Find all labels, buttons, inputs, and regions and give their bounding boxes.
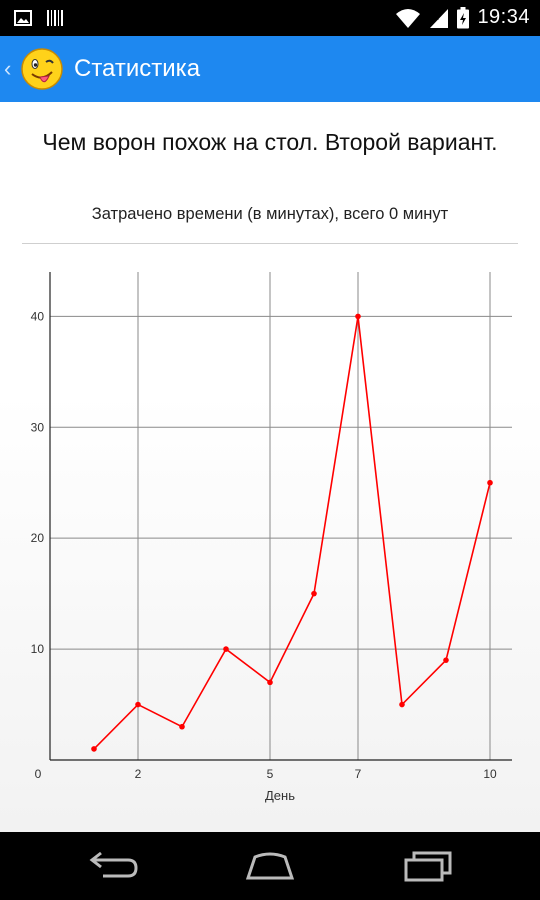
x-tick-label: 5: [267, 767, 274, 781]
series-line: [93, 316, 491, 750]
data-point: [355, 313, 361, 320]
back-icon: [89, 851, 138, 878]
x-tick-label: 2: [135, 767, 142, 781]
data-point: [91, 746, 97, 752]
line-chart: 10 20 30 40 0 2 5 7 10 День: [31, 272, 512, 803]
home-icon: [245, 852, 295, 880]
y-tick-label: 40: [31, 309, 45, 323]
time-spent-subtitle: Затрачено времени (в минутах), всего 0 м…: [91, 205, 449, 223]
action-bar: ‹ Статистика: [0, 36, 540, 102]
chart-tick-labels: 10 20 30 40 0 2 5 7 10: [31, 309, 497, 781]
x-tick-label: 10: [483, 767, 497, 781]
image-icon: [14, 10, 32, 26]
battery-icon: [457, 6, 470, 28]
up-caret-icon[interactable]: ‹: [4, 56, 12, 81]
chart-series: [91, 313, 493, 752]
data-point: [399, 701, 405, 708]
data-point: [179, 723, 185, 730]
question-title: Чем ворон похож на стол. Второй вариант.: [42, 129, 498, 155]
data-point: [311, 590, 317, 597]
wifi-icon: [396, 8, 421, 28]
y-tick-label: 20: [31, 531, 45, 545]
signal-icon: ×: [430, 8, 449, 28]
chart-grid: [50, 272, 512, 760]
status-time: 19:34: [477, 6, 530, 28]
data-point: [443, 657, 449, 663]
recent-apps-button[interactable]: [398, 848, 458, 884]
page-title: Статистика: [74, 55, 201, 82]
content-area: Чем ворон похож на стол. Второй вариант.…: [0, 102, 540, 832]
data-point: [223, 646, 229, 652]
y-tick-label: 30: [31, 420, 45, 434]
x-tick-label: 0: [35, 767, 42, 781]
x-axis-label: День: [265, 788, 295, 803]
svg-text:×: ×: [434, 13, 439, 23]
y-tick-label: 10: [31, 642, 45, 656]
navigation-bar: [0, 832, 540, 900]
barcode-icon: [47, 10, 63, 26]
x-tick-label: 7: [355, 767, 362, 781]
data-point: [135, 701, 141, 708]
back-button[interactable]: [83, 848, 143, 884]
home-button[interactable]: [240, 848, 300, 884]
status-bar: × 19:34: [0, 0, 540, 36]
divider: [22, 243, 518, 244]
data-point: [487, 479, 493, 486]
recent-apps-icon: [404, 851, 452, 882]
chart-axes: [49, 272, 512, 761]
smiley-tongue-icon[interactable]: [20, 47, 64, 91]
data-point: [267, 679, 273, 686]
